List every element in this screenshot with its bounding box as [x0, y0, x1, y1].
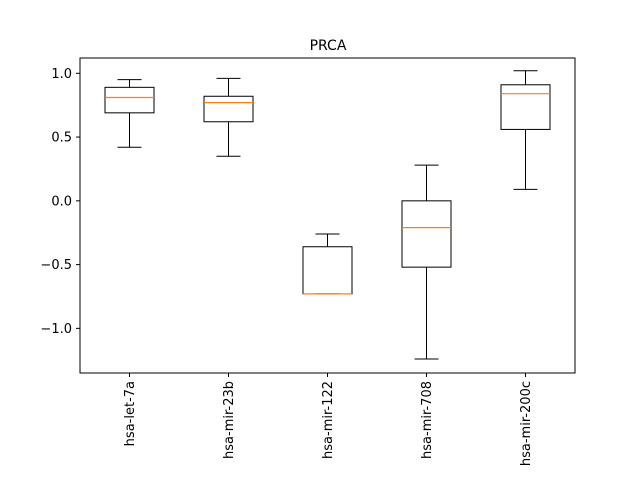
x-tick-label: hsa-let-7a: [123, 381, 138, 446]
x-tick-label: hsa-mir-708: [420, 381, 435, 459]
y-axis: 1.0 0.5 0.0 −0.5 −1.0: [40, 67, 80, 337]
box-iqr: [500, 84, 551, 130]
box-hsa-mir-122: [302, 233, 353, 295]
y-tick-label: −0.5: [40, 258, 72, 273]
boxes-layer: [104, 70, 551, 360]
box-hsa-mir-23b: [203, 77, 254, 157]
box-hsa-let-7a: [104, 79, 155, 148]
y-tick-label: 1.0: [51, 67, 72, 82]
box-hsa-mir-200c: [500, 70, 551, 190]
x-tick-label: hsa-mir-23b: [222, 381, 237, 459]
x-axis: hsa-let-7a hsa-mir-23b hsa-mir-122 hsa-mir-…: [123, 373, 534, 466]
box-iqr: [104, 86, 155, 114]
box-iqr: [302, 246, 353, 295]
y-tick-label: 0.5: [51, 131, 72, 146]
box-hsa-mir-708: [401, 164, 452, 360]
y-tick-label: 0.0: [51, 194, 72, 209]
y-tick-label: −1.0: [40, 322, 72, 337]
box-iqr: [203, 95, 254, 123]
x-tick-label: hsa-mir-122: [321, 381, 336, 459]
chart-title: PRCA: [310, 38, 347, 54]
box-iqr: [401, 200, 452, 268]
x-tick-label: hsa-mir-200c: [519, 381, 534, 466]
plot-frame: [79, 57, 576, 374]
